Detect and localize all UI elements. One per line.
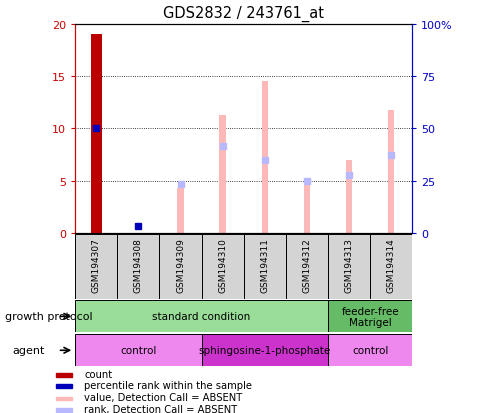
Bar [327, 335, 411, 366]
Bar [159, 234, 201, 299]
Bar [75, 301, 327, 332]
Text: GSM194314: GSM194314 [386, 237, 395, 292]
Text: control: control [120, 345, 156, 356]
Text: GSM194307: GSM194307 [91, 237, 101, 292]
Text: GSM194309: GSM194309 [176, 237, 184, 292]
Bar [327, 301, 411, 332]
Text: GSM194308: GSM194308 [134, 237, 143, 292]
Bar [285, 234, 327, 299]
Text: count: count [84, 369, 112, 379]
Bar [261, 82, 267, 233]
Bar [75, 335, 201, 366]
Bar [327, 234, 369, 299]
Title: GDS2832 / 243761_at: GDS2832 / 243761_at [163, 6, 323, 22]
Bar [117, 234, 159, 299]
Text: growth protocol: growth protocol [5, 311, 92, 321]
Text: value, Detection Call = ABSENT: value, Detection Call = ABSENT [84, 392, 242, 402]
Bar [219, 116, 226, 233]
Bar [345, 160, 351, 233]
Bar [177, 188, 183, 233]
Bar [387, 110, 393, 233]
Bar [56, 373, 72, 377]
Text: agent: agent [12, 345, 45, 355]
Bar [303, 183, 309, 233]
Bar [243, 234, 285, 299]
Bar [91, 35, 101, 233]
Text: standard condition: standard condition [152, 311, 250, 322]
Text: GSM194313: GSM194313 [344, 237, 353, 292]
Text: GSM194311: GSM194311 [260, 237, 269, 292]
Bar [75, 234, 117, 299]
Text: control: control [351, 345, 388, 356]
Text: GSM194312: GSM194312 [302, 237, 311, 292]
Bar [369, 234, 411, 299]
Bar [201, 234, 243, 299]
Text: percentile rank within the sample: percentile rank within the sample [84, 380, 252, 390]
Text: GSM194310: GSM194310 [218, 237, 227, 292]
Text: feeder-free
Matrigel: feeder-free Matrigel [341, 306, 398, 328]
Bar [56, 396, 72, 401]
Bar [201, 335, 327, 366]
Text: rank, Detection Call = ABSENT: rank, Detection Call = ABSENT [84, 404, 237, 413]
Text: sphingosine-1-phosphate: sphingosine-1-phosphate [198, 345, 330, 356]
Bar [56, 408, 72, 412]
Bar [56, 385, 72, 389]
